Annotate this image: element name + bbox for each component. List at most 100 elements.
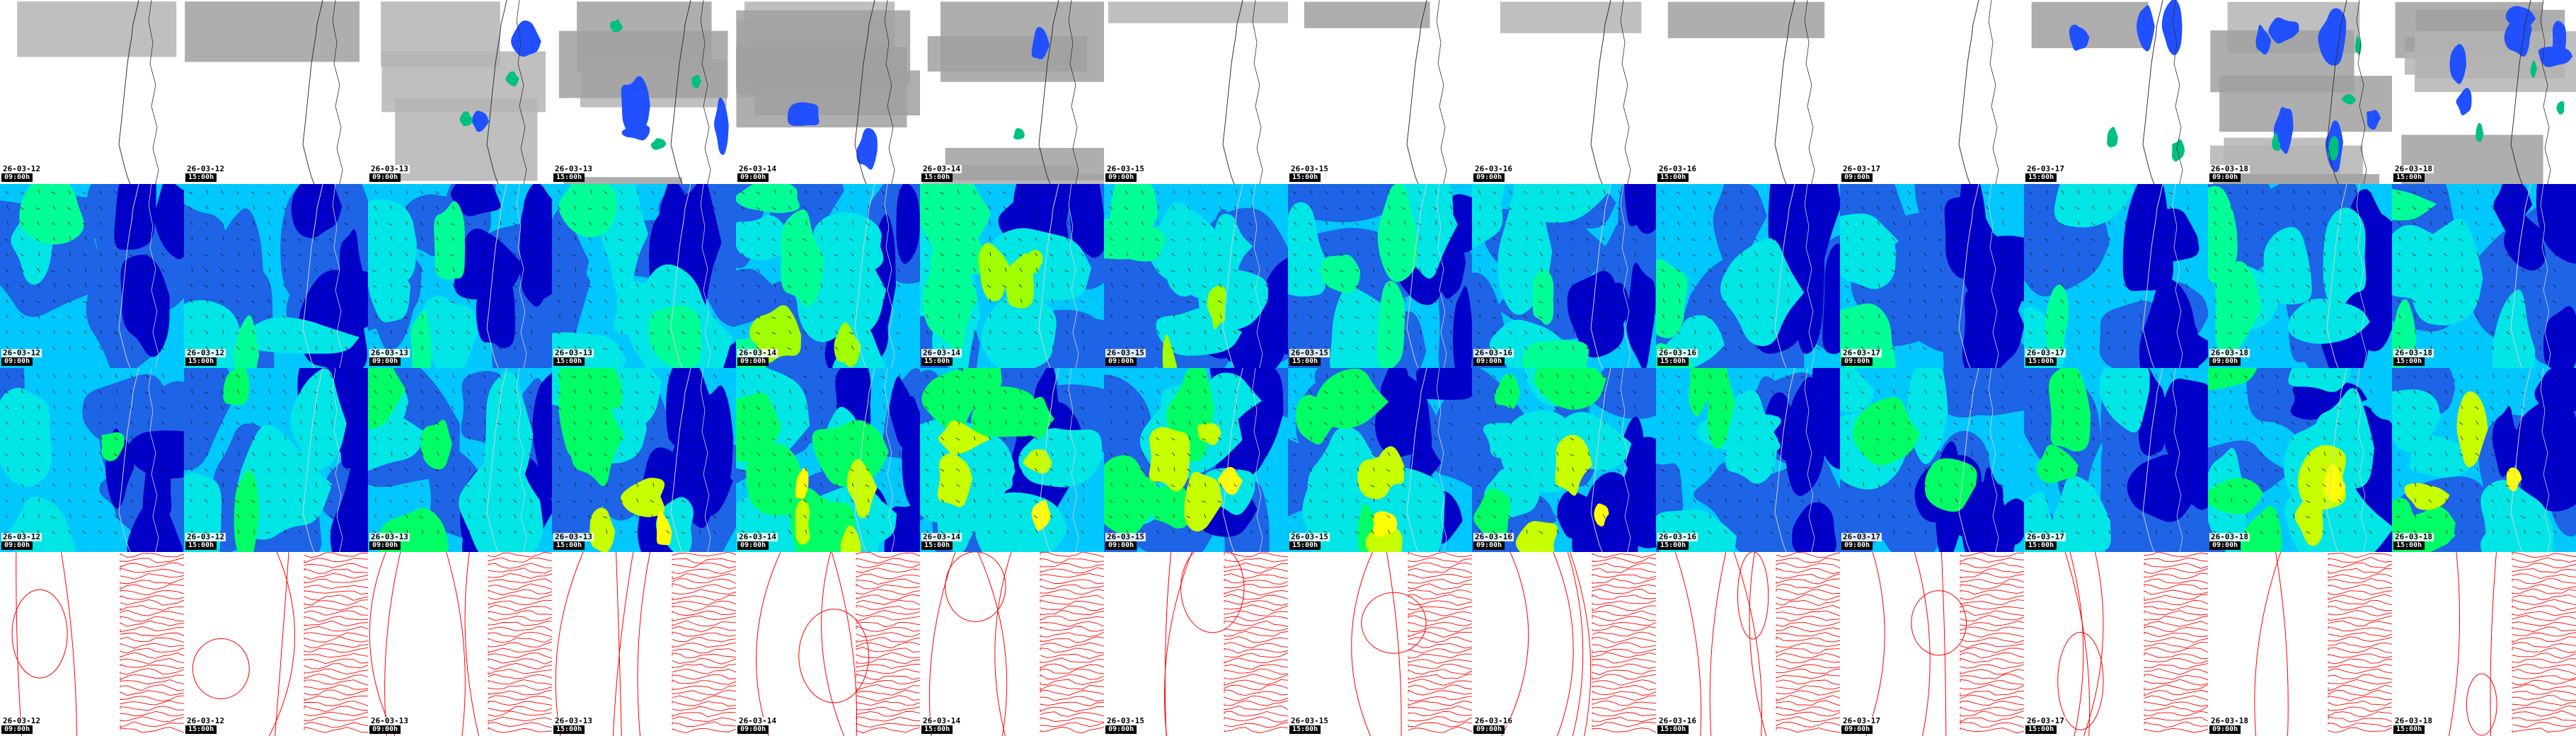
map-panel-pressure-isobars[interactable]: 26-03-18 09:00h bbox=[2208, 552, 2392, 736]
map-panel-pressure-isobars[interactable]: 26-03-15 09:00h bbox=[1104, 552, 1288, 736]
wind-arrow bbox=[636, 483, 639, 488]
map-panel-precipitation[interactable]: 26-03-14 15:00h bbox=[920, 0, 1104, 184]
wind-arrow bbox=[1033, 207, 1038, 210]
map-panel-wind-gusts[interactable]: 26-03-17 09:00h bbox=[1840, 368, 2024, 552]
wind-arrow bbox=[1984, 347, 1989, 350]
map-panel-wind-10m[interactable]: 26-03-14 09:00h bbox=[736, 184, 920, 368]
wind-arrow bbox=[1186, 375, 1191, 379]
wind-arrow bbox=[2475, 452, 2479, 456]
map-panel-precipitation[interactable]: 26-03-18 09:00h bbox=[2208, 0, 2392, 184]
map-panel-precipitation[interactable]: 26-03-17 09:00h bbox=[1840, 0, 2024, 184]
map-panel-precipitation[interactable]: 26-03-13 09:00h bbox=[368, 0, 552, 184]
map-panel-pressure-isobars[interactable]: 26-03-12 09:00h bbox=[0, 552, 184, 736]
map-panel-wind-10m[interactable]: 26-03-12 09:00h bbox=[0, 184, 184, 368]
map-panel-wind-gusts[interactable]: 26-03-16 15:00h bbox=[1656, 368, 1840, 552]
wind-arrow bbox=[1616, 453, 1621, 456]
wind-arrow bbox=[1618, 190, 1621, 195]
map-panel-wind-10m[interactable]: 26-03-15 09:00h bbox=[1104, 184, 1288, 368]
map-panel-pressure-isobars[interactable]: 26-03-18 15:00h bbox=[2392, 552, 2576, 736]
map-panel-wind-10m[interactable]: 26-03-13 15:00h bbox=[552, 184, 736, 368]
map-panel-wind-gusts[interactable]: 26-03-13 15:00h bbox=[552, 368, 736, 552]
wind-arrow bbox=[52, 299, 56, 304]
calm-wind-zone bbox=[340, 397, 368, 482]
map-panel-wind-10m[interactable]: 26-03-18 15:00h bbox=[2392, 184, 2576, 368]
map-panel-wind-gusts[interactable]: 26-03-12 09:00h bbox=[0, 368, 184, 552]
wind-arrow bbox=[1817, 299, 1821, 304]
map-panel-wind-gusts[interactable]: 26-03-17 15:00h bbox=[2024, 368, 2208, 552]
map-panel-wind-gusts[interactable]: 26-03-18 15:00h bbox=[2392, 368, 2576, 552]
wind-arrow bbox=[1064, 485, 1069, 488]
wind-arrow bbox=[481, 253, 486, 257]
wind-arrow bbox=[1541, 467, 1543, 472]
wind-arrow bbox=[220, 222, 224, 226]
map-panel-precipitation[interactable]: 26-03-15 15:00h bbox=[1288, 0, 1472, 184]
map-panel-precipitation[interactable]: 26-03-18 15:00h bbox=[2392, 0, 2576, 184]
wind-arrow bbox=[1140, 468, 1144, 472]
map-panel-pressure-isobars[interactable]: 26-03-12 15:00h bbox=[184, 552, 368, 736]
map-panel-wind-10m[interactable]: 26-03-16 09:00h bbox=[1472, 184, 1656, 368]
wind-arrow bbox=[2537, 483, 2541, 488]
map-panel-precipitation[interactable]: 26-03-13 15:00h bbox=[552, 0, 736, 184]
map-panel-precipitation[interactable]: 26-03-16 09:00h bbox=[1472, 0, 1656, 184]
map-panel-precipitation[interactable]: 26-03-14 09:00h bbox=[736, 0, 920, 184]
map-panel-precipitation[interactable]: 26-03-17 15:00h bbox=[2024, 0, 2208, 184]
map-panel-wind-10m[interactable]: 26-03-13 09:00h bbox=[368, 184, 552, 368]
map-panel-pressure-isobars[interactable]: 26-03-15 15:00h bbox=[1288, 552, 1472, 736]
map-panel-precipitation[interactable]: 26-03-12 09:00h bbox=[0, 0, 184, 184]
wind-arrow bbox=[758, 514, 761, 519]
map-panel-wind-10m[interactable]: 26-03-18 09:00h bbox=[2208, 184, 2392, 368]
map-panel-wind-gusts[interactable]: 26-03-15 15:00h bbox=[1288, 368, 1472, 552]
wind-arrow bbox=[420, 222, 424, 226]
wind-arrow bbox=[2275, 437, 2279, 441]
wind-arrow bbox=[2000, 484, 2005, 488]
wind-arrow bbox=[818, 207, 823, 210]
wind-arrow bbox=[1738, 500, 1743, 503]
map-panel-wind-gusts[interactable]: 26-03-18 09:00h bbox=[2208, 368, 2392, 552]
map-panel-pressure-isobars[interactable]: 26-03-14 15:00h bbox=[920, 552, 1104, 736]
map-panel-wind-gusts[interactable]: 26-03-15 09:00h bbox=[1104, 368, 1288, 552]
wind-arrow bbox=[1401, 207, 1406, 210]
heavy-rain-cell bbox=[2341, 93, 2357, 105]
map-panel-precipitation[interactable]: 26-03-15 09:00h bbox=[1104, 0, 1288, 184]
map-panel-wind-10m[interactable]: 26-03-16 15:00h bbox=[1656, 184, 1840, 368]
map-panel-wind-gusts[interactable]: 26-03-14 09:00h bbox=[736, 368, 920, 552]
wind-arrow bbox=[1800, 453, 1805, 456]
wind-arrow bbox=[345, 374, 349, 379]
wind-arrow bbox=[2000, 468, 2005, 472]
map-panel-wind-gusts[interactable]: 26-03-12 15:00h bbox=[184, 368, 368, 552]
isobar-contour bbox=[1040, 636, 1104, 643]
wind-arrow bbox=[2536, 531, 2541, 534]
wind-arrow bbox=[788, 330, 792, 335]
wind-arrow bbox=[2428, 374, 2432, 379]
map-panel-wind-gusts[interactable]: 26-03-14 15:00h bbox=[920, 368, 1104, 552]
isobar-contour bbox=[120, 573, 184, 580]
isobar-contour bbox=[488, 648, 552, 653]
map-panel-pressure-isobars[interactable]: 26-03-14 09:00h bbox=[736, 552, 920, 736]
wind-arrow bbox=[2337, 300, 2342, 304]
wind-arrow bbox=[2354, 467, 2357, 472]
map-panel-pressure-isobars[interactable]: 26-03-16 15:00h bbox=[1656, 552, 1840, 736]
map-panel-pressure-isobars[interactable]: 26-03-17 09:00h bbox=[1840, 552, 2024, 736]
map-panel-wind-gusts[interactable]: 26-03-16 09:00h bbox=[1472, 368, 1656, 552]
map-panel-wind-10m[interactable]: 26-03-14 15:00h bbox=[920, 184, 1104, 368]
wind-arrow bbox=[2354, 514, 2357, 519]
map-panel-wind-10m[interactable]: 26-03-12 15:00h bbox=[184, 184, 368, 368]
map-panel-pressure-isobars[interactable]: 26-03-13 15:00h bbox=[552, 552, 736, 736]
wind-arrow bbox=[388, 223, 393, 226]
map-panel-precipitation[interactable]: 26-03-16 15:00h bbox=[1656, 0, 1840, 184]
map-panel-pressure-isobars[interactable]: 26-03-17 15:00h bbox=[2024, 552, 2208, 736]
wind-arrow bbox=[328, 207, 333, 210]
map-panel-wind-10m[interactable]: 26-03-17 15:00h bbox=[2024, 184, 2208, 368]
wind-arrow bbox=[1922, 515, 1927, 519]
map-panel-wind-gusts[interactable]: 26-03-13 09:00h bbox=[368, 368, 552, 552]
map-panel-pressure-isobars[interactable]: 26-03-13 09:00h bbox=[368, 552, 552, 736]
wind-arrow bbox=[2415, 483, 2417, 488]
wind-arrow bbox=[1233, 331, 1238, 335]
wind-arrow bbox=[421, 420, 424, 425]
map-panel-precipitation[interactable]: 26-03-12 15:00h bbox=[184, 0, 368, 184]
map-panel-wind-10m[interactable]: 26-03-17 09:00h bbox=[1840, 184, 2024, 368]
wind-arrow bbox=[941, 237, 945, 241]
map-panel-wind-10m[interactable]: 26-03-15 15:00h bbox=[1288, 184, 1472, 368]
wind-arrow bbox=[880, 468, 885, 472]
map-panel-pressure-isobars[interactable]: 26-03-16 09:00h bbox=[1472, 552, 1656, 736]
